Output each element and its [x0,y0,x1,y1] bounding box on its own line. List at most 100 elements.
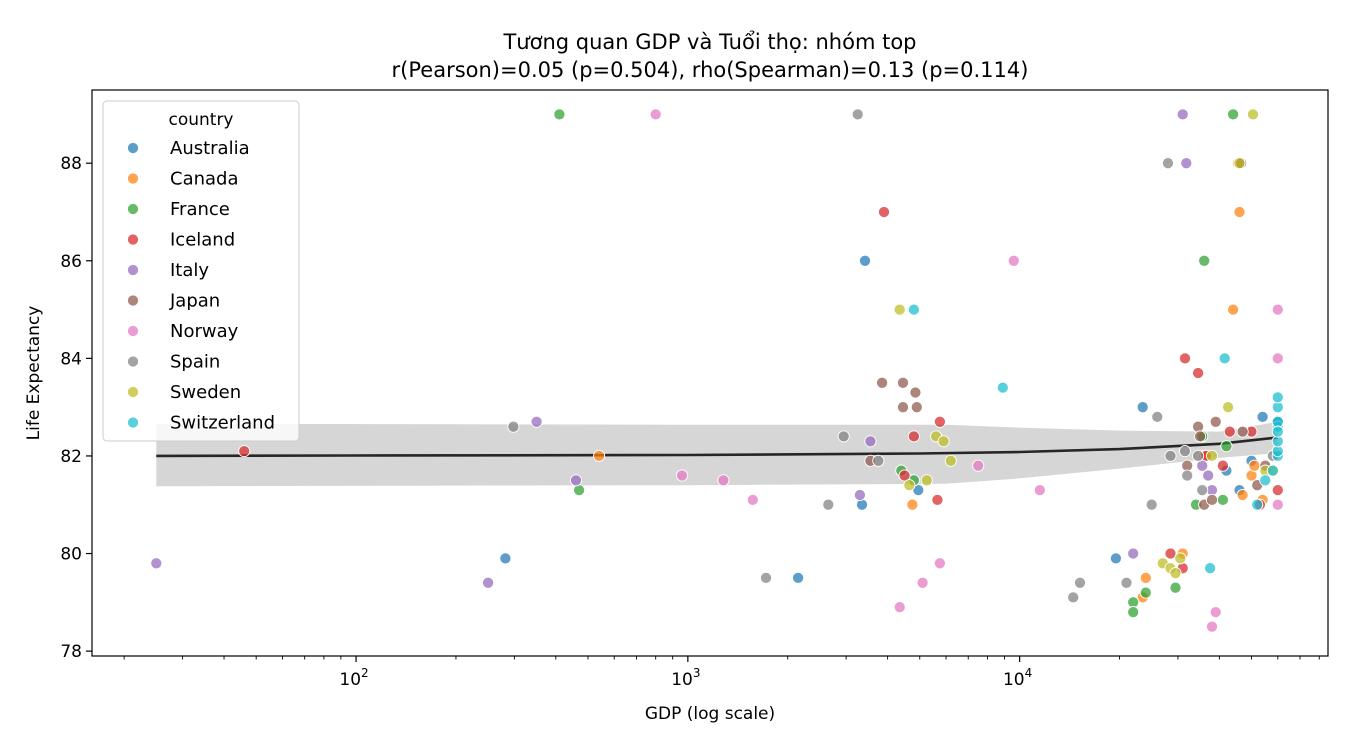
point-norway [717,474,730,487]
point-norway [1205,620,1219,633]
legend-marker-japan [126,294,140,307]
point-spain [837,430,850,443]
point-switzerland [996,381,1009,394]
point-sweden [1174,552,1187,565]
point-iceland [933,415,946,428]
legend: country Australia Canada France Iceland Ital… [102,100,300,442]
point-iceland [1164,547,1177,560]
point-italy [530,415,543,428]
point-norway [1007,254,1020,267]
point-spain [1073,576,1087,589]
point-italy [569,474,583,487]
point-australia [792,571,805,584]
point-france [1216,493,1229,506]
legend-label-switzerland: Switzerland [170,413,275,434]
point-switzerland [1218,352,1231,365]
point-japan [1194,430,1207,443]
point-switzerland [1271,425,1284,438]
y-tick-label: 84 [60,349,82,369]
point-spain [1120,576,1133,589]
point-italy [1127,547,1140,560]
point-spain [1164,449,1177,462]
x-tick-label: 103 [671,666,700,690]
point-spain [1196,484,1209,497]
x-tick-label: 102 [339,666,368,690]
point-italy [150,557,163,570]
point-italy [864,435,877,448]
point-japan [896,376,910,389]
y-tick-label: 80 [60,545,82,565]
point-canada [906,498,919,511]
point-japan [910,401,923,414]
point-iceland [1192,366,1205,380]
point-spain [1145,498,1158,511]
point-norway [1209,606,1222,619]
legend-label-canada: Canada [170,169,239,190]
point-japan [1192,420,1205,433]
legend-marker-france [126,202,140,216]
point-sweden [1222,401,1235,414]
y-tick-label: 86 [60,252,82,272]
point-switzerland [1266,464,1279,477]
regression-line [156,436,1278,458]
point-australia [858,254,872,267]
point-norway [649,108,662,121]
point-japan [876,376,889,389]
legend-marker-sweden [126,385,140,399]
point-spain [1067,591,1080,604]
point-canada [1227,303,1240,316]
legend-marker-switzerland [126,416,140,429]
point-spain [822,498,835,511]
point-spain [1192,449,1205,462]
y-tick-label: 88 [60,154,82,174]
point-spain [872,454,885,467]
legend-marker-canada [126,172,140,185]
legend-items: Australia Canada France Iceland Italy Japan No… [126,138,275,434]
point-australia [1109,552,1122,565]
point-italy [482,576,495,589]
point-iceland [931,493,944,506]
legend-title: country [168,110,233,130]
point-france [1198,254,1211,267]
point-iceland [1271,484,1284,497]
chart-title-line1: Tương quan GDP và Tuổi thọ: nhóm top [502,30,916,54]
point-sweden [1205,449,1219,462]
legend-label-iceland: Iceland [170,230,235,251]
legend-label-spain: Spain [170,352,220,373]
point-canada [1236,488,1249,502]
point-norway [1271,352,1284,365]
point-japan [1236,425,1249,438]
point-switzerland [1251,498,1264,511]
y-tick-label: 78 [60,642,82,662]
point-iceland [1216,459,1229,472]
point-canada [1248,459,1261,472]
point-japan [909,386,922,399]
point-france [1220,440,1233,453]
legend-marker-italy [126,263,140,277]
legend-marker-iceland [126,233,140,246]
legend-label-italy: Italy [170,260,209,281]
point-france [1139,586,1152,599]
y-axis-label: Life Expectancy [24,306,44,441]
plot-area [150,108,1284,633]
point-canada [1139,571,1152,584]
point-sweden [903,479,916,492]
point-spain [759,571,773,584]
legend-marker-norway [126,324,140,338]
point-iceland [877,205,891,219]
point-italy [1202,469,1215,482]
point-spain [1151,410,1164,423]
y-tick-label: 82 [60,447,82,467]
point-iceland [238,445,251,458]
legend-label-france: France [170,199,230,220]
point-japan [896,401,910,414]
y-axis: 78 80 82 84 86 88 [60,154,92,662]
point-iceland [1178,352,1192,365]
point-switzerland [907,303,920,316]
point-spain [1181,469,1194,482]
point-italy [1180,157,1193,170]
chart-title-line2: r(Pearson)=0.05 (p=0.504), rho(Spearman)… [392,58,1029,82]
legend-label-australia: Australia [170,138,250,159]
point-switzerland [1271,391,1284,404]
point-sweden [937,435,950,448]
